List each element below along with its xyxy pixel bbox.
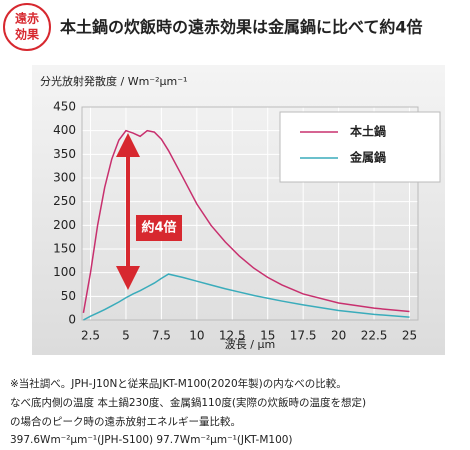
y-tick-label: 350: [53, 147, 76, 161]
x-axis-label: 波長 / μm: [225, 338, 275, 351]
badge-text: 遠赤: [15, 11, 39, 26]
y-tick-label: 250: [53, 194, 76, 208]
title: 本土鍋の炊飯時の遠赤効果は金属鍋に比べて約4倍: [60, 18, 423, 37]
x-tick-label: 12.5: [219, 329, 246, 343]
x-tick-label: 7.5: [152, 329, 171, 343]
note: ※当社調べ。JPH-J10Nと従来品JKT-M100(2020年製)の内なべの比…: [10, 377, 347, 390]
x-tick-label: 15: [260, 329, 275, 343]
x-tick-label: 5: [122, 329, 130, 343]
note: 397.6Wm⁻²μm⁻¹(JPH-S100) 97.7Wm⁻²μm⁻¹(JKT…: [10, 434, 293, 446]
x-tick-label: 10: [189, 329, 204, 343]
y-axis-label: 分光放射発散度 / Wm⁻²μm⁻¹: [40, 74, 187, 88]
series-line: [82, 129, 410, 314]
y-tick-label: 400: [53, 123, 76, 137]
y-tick-label: 0: [68, 313, 76, 327]
x-tick-label: 2.5: [81, 329, 100, 343]
y-tick-label: 450: [53, 100, 76, 114]
x-tick-label: 22.5: [361, 329, 388, 343]
x-tick-label: 20: [331, 329, 346, 343]
x-tick-label: 25: [402, 329, 417, 343]
y-tick-label: 50: [61, 289, 76, 303]
annotation-box: [136, 215, 182, 241]
badge: [3, 3, 51, 51]
badge-text: 効果: [15, 27, 39, 42]
x-tick-label: 17.5: [290, 329, 317, 343]
y-tick-label: 150: [53, 242, 76, 256]
chart-panel: [32, 65, 445, 355]
legend-box: [279, 111, 441, 183]
note: なべ底内側の温度 本土鍋230度、金属鍋110度(実際の炊飯時の温度を想定): [10, 396, 366, 409]
series-line: [83, 273, 410, 321]
y-tick-label: 100: [53, 265, 76, 279]
annotation: 約4倍: [141, 220, 176, 236]
y-tick-label: 200: [53, 218, 76, 232]
legend-label: 金属鍋: [349, 150, 386, 165]
y-tick-label: 300: [53, 171, 76, 185]
plot-frame: [81, 106, 419, 321]
legend-label: 本土鍋: [350, 124, 386, 139]
note: の場合のピーク時の遠赤放射エネルギー量比較。: [10, 415, 241, 428]
